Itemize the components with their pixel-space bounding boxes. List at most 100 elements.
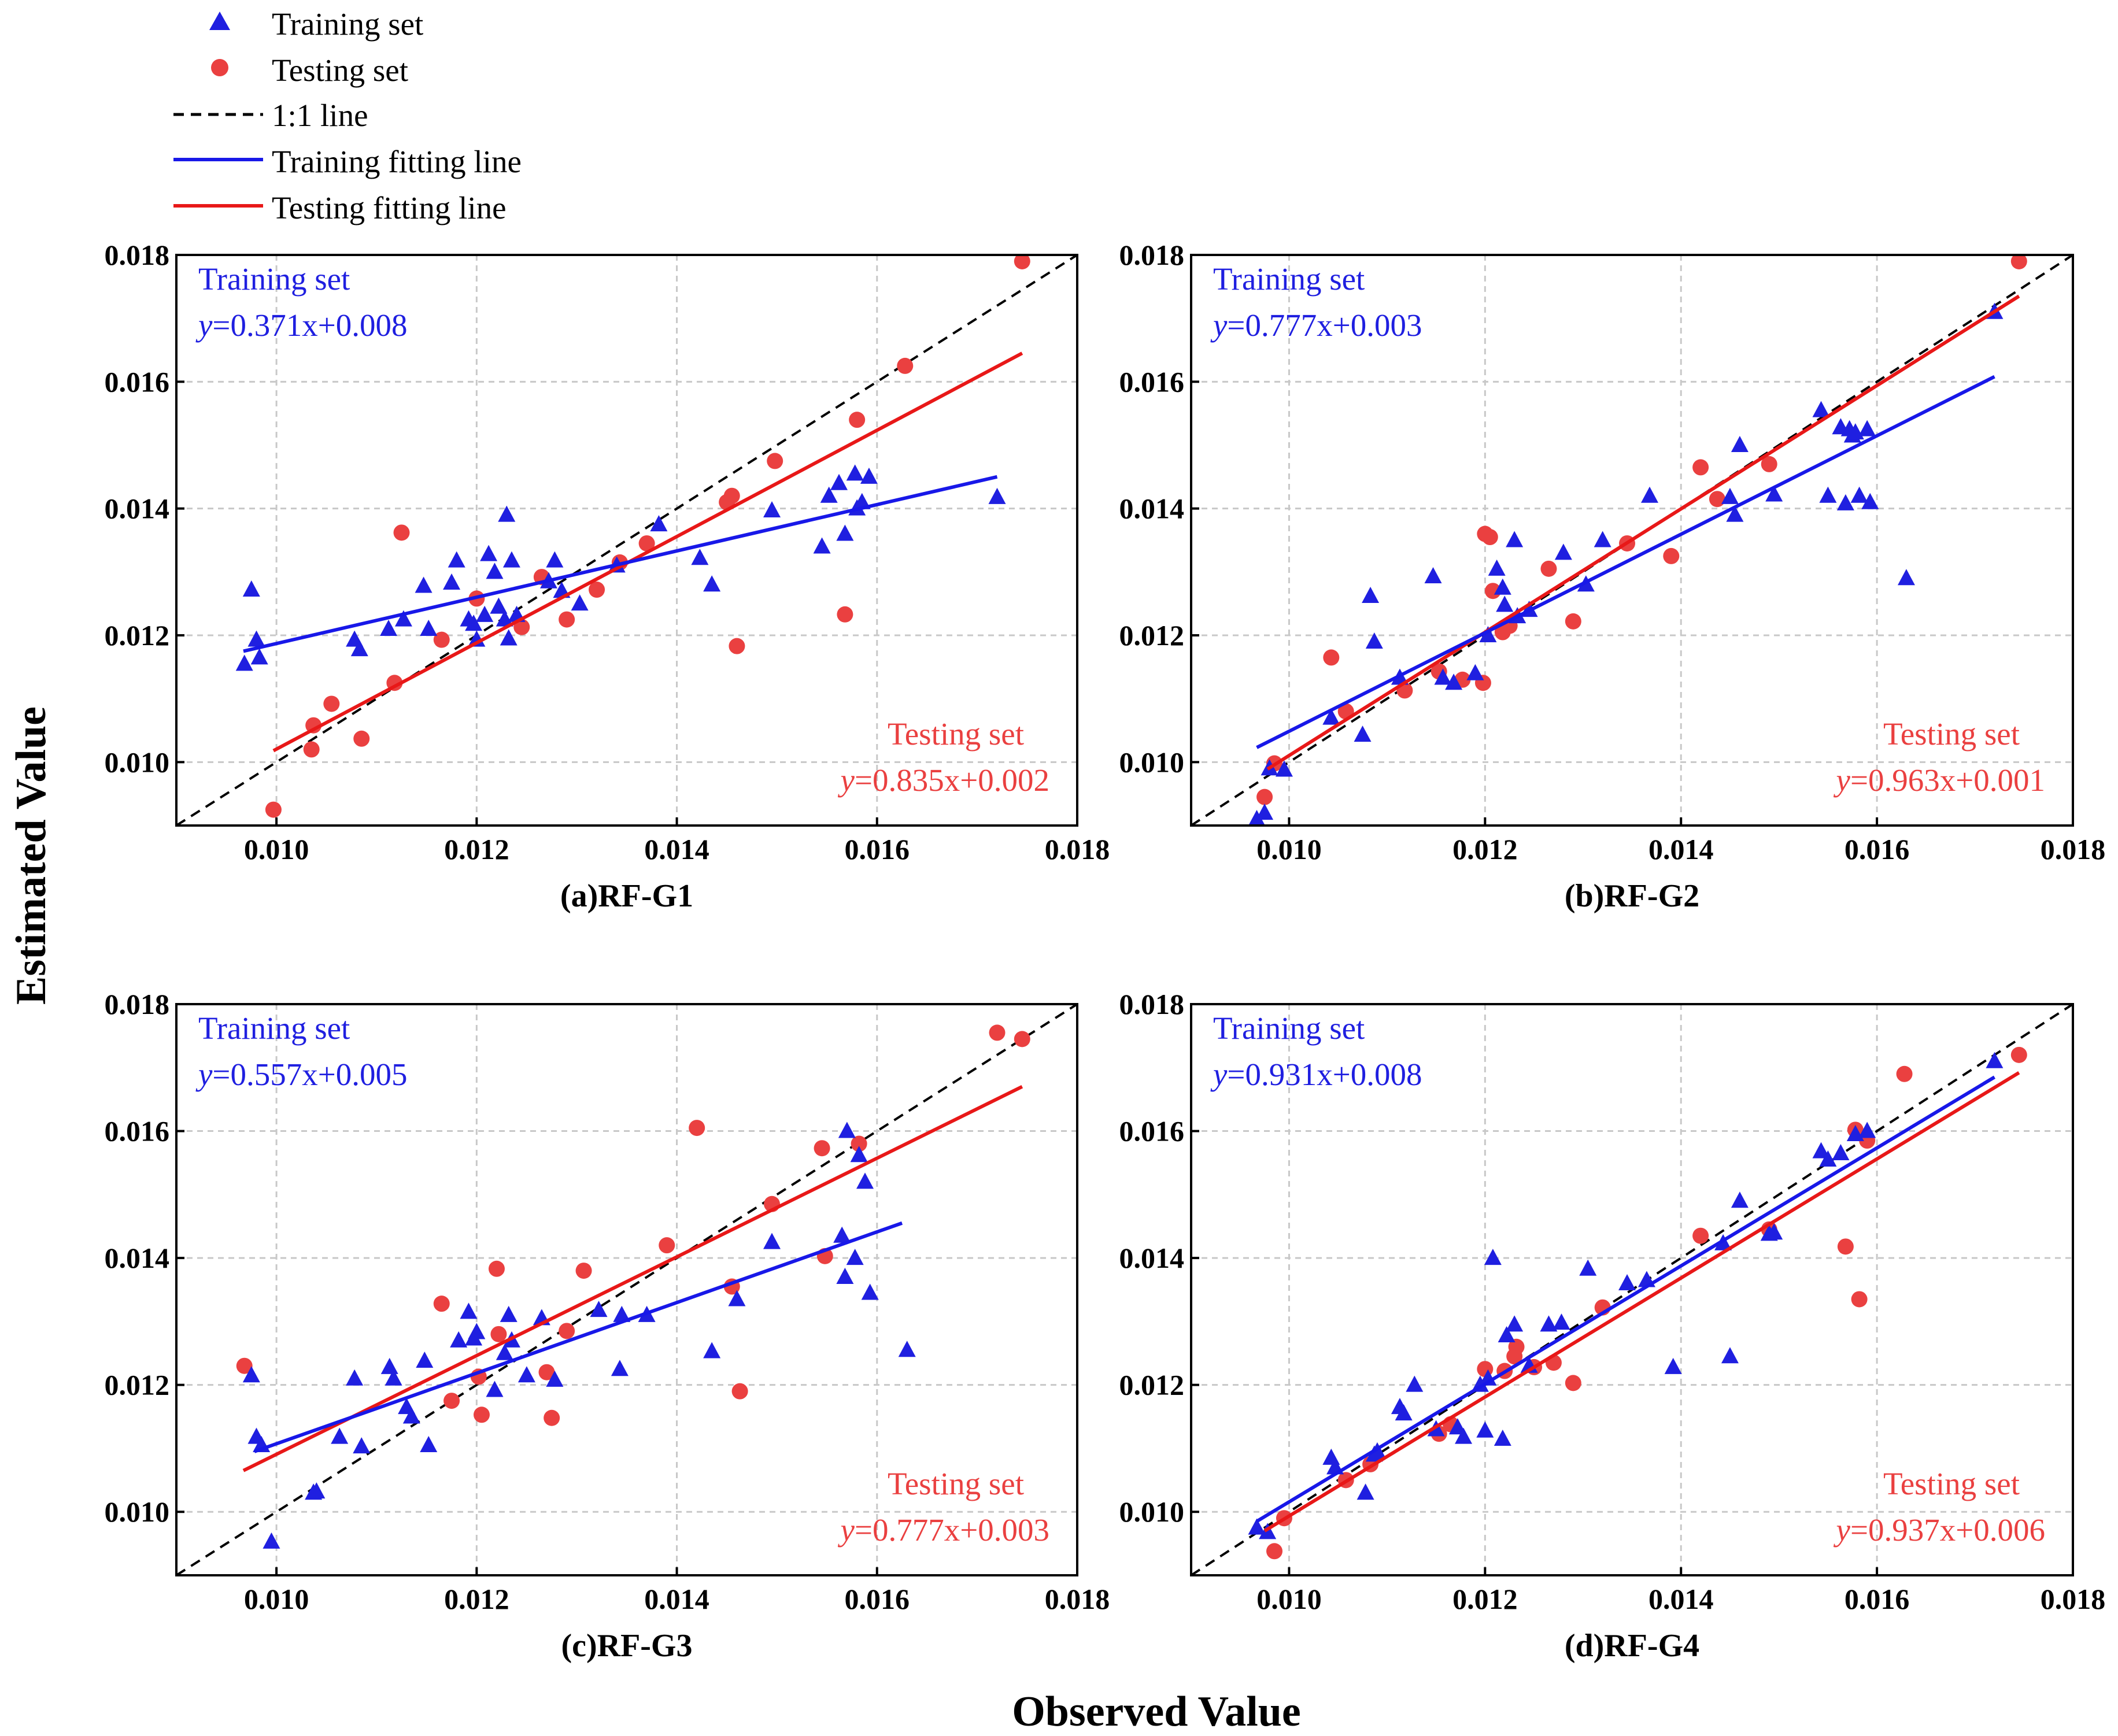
y-tick-label: 0.014 <box>105 493 170 525</box>
legend-label: Testing set <box>272 53 408 88</box>
training-point <box>850 1146 868 1163</box>
plot-frame <box>1190 254 2074 827</box>
testing-point <box>659 1237 675 1254</box>
y-tick-label: 0.010 <box>1119 746 1185 778</box>
legend-item-training-fitting-line: Training fitting line <box>173 144 522 179</box>
testing-point <box>638 535 655 551</box>
equation-variable: y <box>195 1057 213 1092</box>
testing-point <box>2010 1046 2027 1063</box>
training-point <box>988 487 1006 504</box>
testing-point <box>323 695 340 712</box>
x-tick-label: 0.014 <box>644 1583 709 1615</box>
y-tick-label: 0.014 <box>1119 1242 1185 1274</box>
training-point <box>346 1369 364 1386</box>
training-fit-line <box>254 1221 903 1453</box>
x-tick-label: 0.018 <box>2041 833 2106 865</box>
training-point <box>1836 494 1854 510</box>
training-point <box>703 575 721 592</box>
training-point <box>836 1268 854 1285</box>
training-point <box>247 630 265 647</box>
training-point <box>1540 1315 1558 1332</box>
blue-triangle-marker <box>209 12 230 30</box>
training-point <box>308 1482 326 1499</box>
x-tick-label: 0.014 <box>1648 833 1714 865</box>
legend-label: Testing fitting line <box>272 190 507 225</box>
testing-point <box>837 606 853 623</box>
testing-point <box>814 1140 830 1157</box>
testing-point <box>1565 1375 1581 1391</box>
panel-d: 0.010 0.012 0.014 0.016 0.018 0.010 0.012 0.014… <box>1119 988 2106 1664</box>
equation-body: =0.777x+0.003 <box>1227 308 1422 343</box>
testing-point <box>1508 1338 1525 1355</box>
training-point <box>235 654 253 671</box>
testing-point <box>989 1024 1006 1041</box>
training-equation: y=0.371x+0.008 <box>195 308 407 343</box>
training-point <box>571 594 589 611</box>
legend-label: 1:1 line <box>272 98 368 133</box>
testing-point <box>1709 491 1725 508</box>
x-tick-label: 0.012 <box>444 833 509 865</box>
training-point <box>242 580 260 597</box>
testing-point <box>559 611 575 628</box>
panel-title: (c)RF-G3 <box>561 1628 692 1664</box>
training-point <box>860 467 878 484</box>
x-tick-label: 0.016 <box>845 833 910 865</box>
training-point <box>350 640 368 657</box>
panel-c: 0.010 0.012 0.014 0.016 0.018 0.010 0.012 0.014… <box>105 988 1110 1664</box>
testing-point <box>1481 529 1498 546</box>
testing-point <box>575 1263 592 1279</box>
training-point <box>402 1407 420 1424</box>
y-tick-label: 0.014 <box>1119 493 1185 525</box>
legend-item-training-set: Training set <box>209 6 423 42</box>
training-point <box>480 545 498 561</box>
testing-point <box>236 1357 253 1374</box>
testing-point <box>443 1393 460 1409</box>
training-point <box>1832 1143 1850 1160</box>
training-annotation-label: Training set <box>1213 261 1365 297</box>
training-point <box>1256 804 1274 820</box>
training-point <box>465 615 483 631</box>
testing-point <box>1565 613 1581 630</box>
training-point <box>1445 673 1463 690</box>
testing-point <box>689 1120 705 1137</box>
testing-point <box>851 1135 867 1152</box>
x-tick-label: 0.014 <box>644 833 709 865</box>
training-point <box>590 1301 608 1317</box>
testing-point <box>1014 255 1030 269</box>
one-to-one-line <box>176 255 1077 826</box>
testing-point <box>1896 1065 1913 1082</box>
testing-point <box>265 801 282 818</box>
training-point <box>1765 1223 1783 1240</box>
equation-body: =0.937x+0.006 <box>1850 1512 2045 1548</box>
training-point <box>1819 486 1837 503</box>
testing-point <box>1014 1031 1030 1047</box>
plot-area <box>176 1004 1077 1575</box>
legend-item-testing-set: Testing set <box>211 53 408 88</box>
y-tick-label: 0.010 <box>1119 1496 1185 1528</box>
testing-point <box>729 638 745 654</box>
testing-point <box>849 412 866 428</box>
training-point <box>1448 1418 1466 1435</box>
training-point <box>836 524 854 541</box>
x-axis-label: Observed Value <box>1012 1688 1301 1735</box>
training-point <box>813 537 831 554</box>
equation-variable: y <box>1834 1512 1851 1548</box>
training-point <box>1553 1313 1570 1330</box>
training-equation: y=0.557x+0.005 <box>195 1057 407 1092</box>
training-point <box>546 551 564 568</box>
training-point <box>263 1532 280 1549</box>
panel-title: (b)RF-G2 <box>1565 878 1699 914</box>
testing-point <box>731 1383 748 1400</box>
training-point <box>1731 1191 1749 1208</box>
testing-annotation-label: Testing set <box>888 1466 1024 1501</box>
training-point <box>1455 1427 1473 1444</box>
equation-body: =0.371x+0.008 <box>212 308 407 343</box>
x-tick-label: 0.016 <box>845 1583 910 1615</box>
x-tick-label: 0.010 <box>244 1583 309 1615</box>
training-point <box>763 1232 781 1249</box>
training-point <box>490 597 508 614</box>
training-fit-line <box>1256 375 1995 749</box>
testing-point <box>1851 1291 1868 1308</box>
testing-point <box>353 730 370 747</box>
x-tick-label: 0.018 <box>1045 1583 1110 1615</box>
